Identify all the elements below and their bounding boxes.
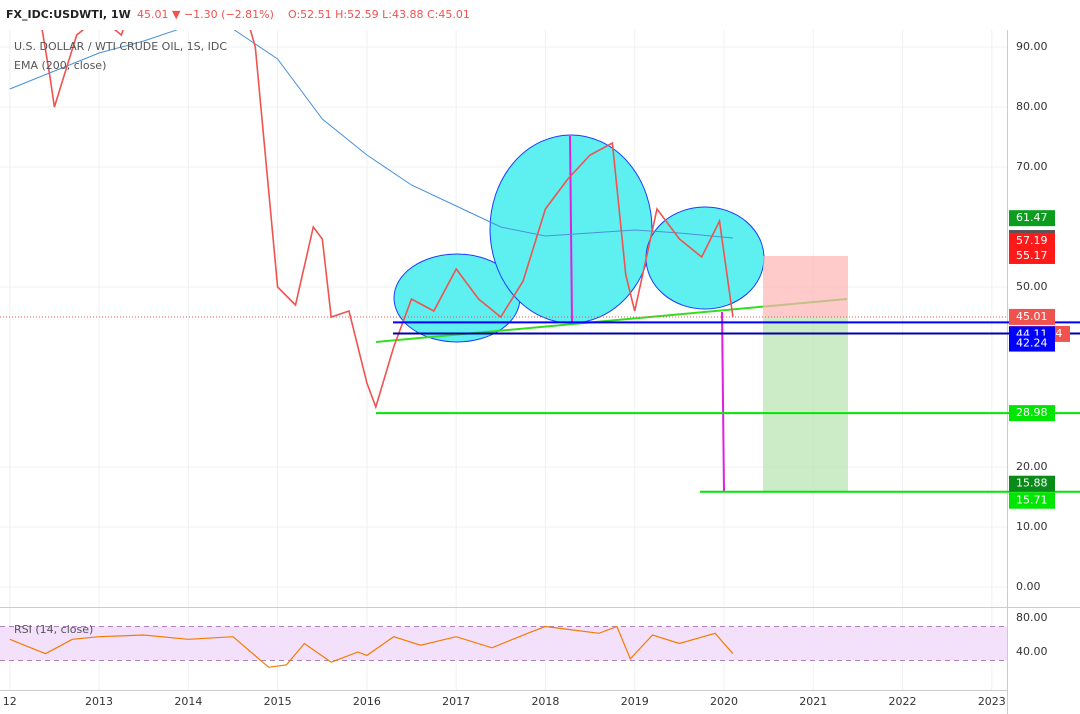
price-badge <box>1009 308 1055 325</box>
reward-box <box>763 316 848 492</box>
x-tick-label: 2023 <box>978 695 1006 708</box>
legend-entry: EMA (200, close) <box>14 59 106 72</box>
y-tick-label: 80.00 <box>1016 100 1048 113</box>
x-tick-label: 2016 <box>353 695 381 708</box>
risk-box <box>763 255 848 317</box>
x-tick-label: 2019 <box>621 695 649 708</box>
y-tick-label: 10.00 <box>1016 520 1048 533</box>
x-tick-label: 2022 <box>889 695 917 708</box>
price-badge-label: 61.47 <box>1016 211 1048 224</box>
x-tick-label: 2018 <box>531 695 559 708</box>
x-tick-label: 2013 <box>85 695 113 708</box>
price-badge <box>1009 405 1055 422</box>
price-badge-label: 42.24 <box>1016 337 1048 350</box>
measure-line <box>721 311 725 493</box>
y-tick-label: 0.00 <box>1016 580 1041 593</box>
price-badge <box>1009 335 1055 352</box>
price-badge <box>1009 492 1055 509</box>
rsi-pane <box>0 625 1007 668</box>
rsi-tick-label: 80.00 <box>1016 611 1048 624</box>
price-badge <box>1009 232 1055 249</box>
price-badge-label: 45.01 <box>1016 310 1048 323</box>
rsi-line <box>9 625 734 668</box>
x-tick-label: 2021 <box>799 695 827 708</box>
y-tick-label: 20.00 <box>1016 460 1048 473</box>
price-line <box>41 30 734 410</box>
x-tick-label: 2020 <box>710 695 738 708</box>
price-badge <box>1009 247 1055 264</box>
circle <box>645 206 765 310</box>
ohlc: O:52.51 H:52.59 L:43.88 C:45.01 <box>288 8 470 21</box>
y-tick-label: 50.00 <box>1016 280 1048 293</box>
price-badge <box>1009 475 1055 492</box>
measure-line <box>569 135 573 323</box>
price-badge-label: 55.17 <box>1016 249 1048 262</box>
grid <box>0 30 1007 690</box>
price-badge-label: 15.71 <box>1016 494 1048 507</box>
price-badge-label: 28.98 <box>1016 406 1048 419</box>
y-tick-label: 90.00 <box>1016 40 1048 53</box>
price-badge <box>1009 210 1055 227</box>
drawings <box>375 134 848 493</box>
change: 45.01 ▼ −1.30 (−2.81%) <box>137 8 274 21</box>
x-tick-label: 12 <box>3 695 17 708</box>
price-badge-label: 15.88 <box>1016 477 1048 490</box>
x-tick-label: 2014 <box>174 695 202 708</box>
symbol: FX_IDC:USDWTI, 1W <box>6 8 131 21</box>
ema-line <box>9 30 733 239</box>
rsi-label: RSI (14, close) <box>14 623 93 636</box>
plot <box>0 30 1007 493</box>
y-tick-label: 70.00 <box>1016 160 1048 173</box>
chart-title: U.S. DOLLAR / WTI CRUDE OIL, 1S, IDC <box>14 40 227 53</box>
x-tick-label: 2017 <box>442 695 470 708</box>
x-tick-label: 2015 <box>264 695 292 708</box>
price-badge-label: 57.19 <box>1016 234 1048 247</box>
rsi-tick-label: 40.00 <box>1016 645 1048 658</box>
